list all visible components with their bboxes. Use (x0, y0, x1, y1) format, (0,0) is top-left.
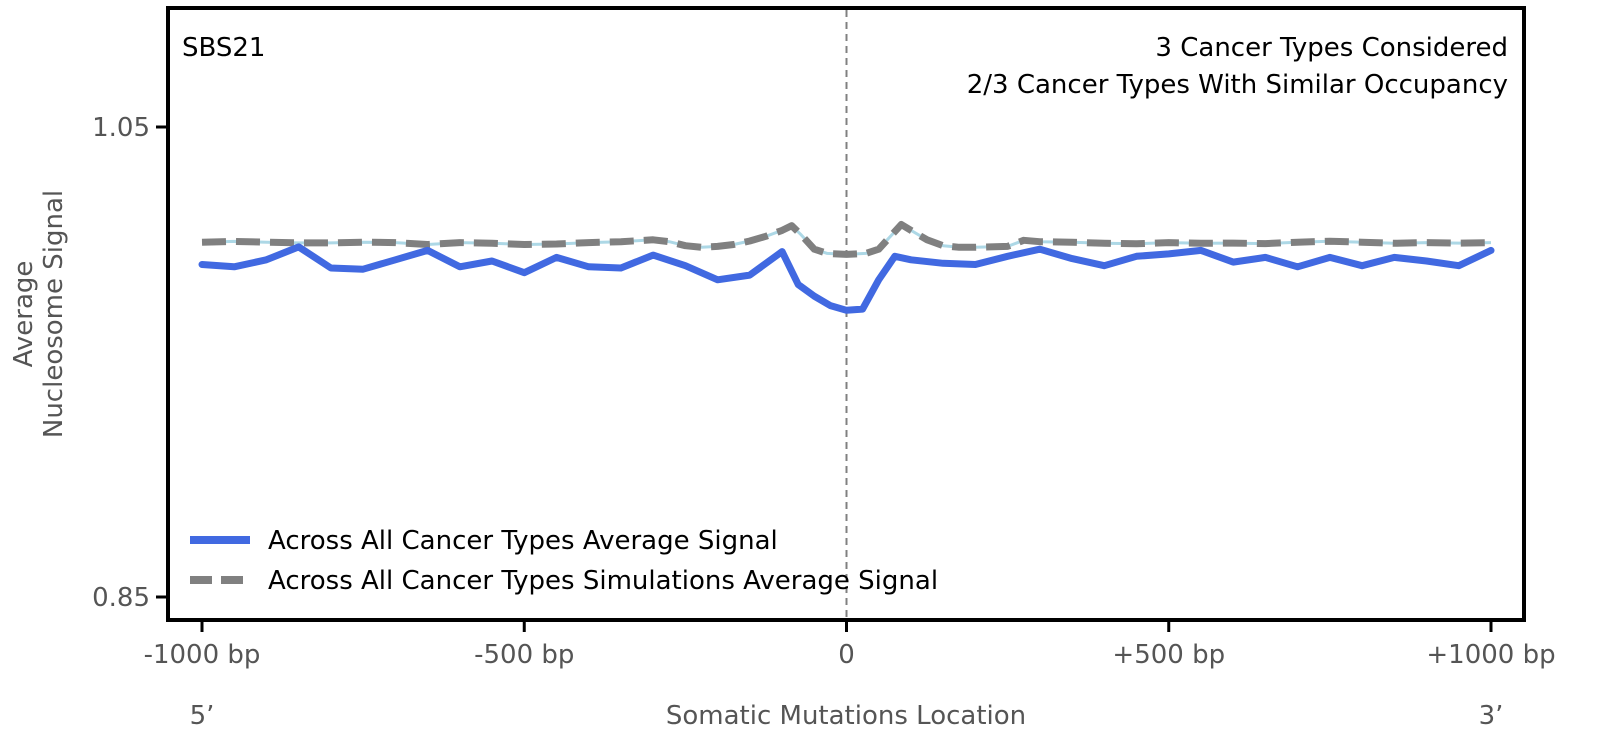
x-tick-label: -500 bp (474, 640, 574, 670)
x-tick-label: +500 bp (1112, 640, 1225, 670)
legend-label-simulated: Across All Cancer Types Simulations Aver… (268, 566, 938, 596)
y-axis-ticks: 1.05 0.85 (92, 113, 168, 613)
x-tick-label: -1000 bp (144, 640, 261, 670)
y-tick-label: 1.05 (92, 113, 150, 143)
y-axis-label-line1: Average (9, 261, 39, 368)
x-axis-label: Somatic Mutations Location (666, 701, 1026, 731)
annotation-cancer-types: 3 Cancer Types Considered (1155, 33, 1508, 63)
y-axis-label-line2: Nucleosome Signal (39, 190, 69, 438)
x-tick-label: +1000 bp (1426, 640, 1555, 670)
annotation-similar-occupancy: 2/3 Cancer Types With Similar Occupancy (967, 70, 1508, 100)
legend-label-observed: Across All Cancer Types Average Signal (268, 526, 778, 556)
three-prime-label: 3’ (1479, 701, 1504, 731)
series-layer (198, 221, 1495, 314)
x-axis-ticks: -1000 bp -500 bp 0 +500 bp +1000 bp (144, 620, 1556, 670)
x-tick-label: 0 (838, 640, 855, 670)
series-line-observed (198, 243, 1495, 314)
five-prime-label: 5’ (190, 701, 215, 731)
legend: Across All Cancer Types Average Signal A… (190, 526, 938, 596)
panel-label: SBS21 (182, 33, 265, 63)
y-tick-label: 0.85 (92, 583, 150, 613)
series-line-simulated (201, 221, 1492, 258)
